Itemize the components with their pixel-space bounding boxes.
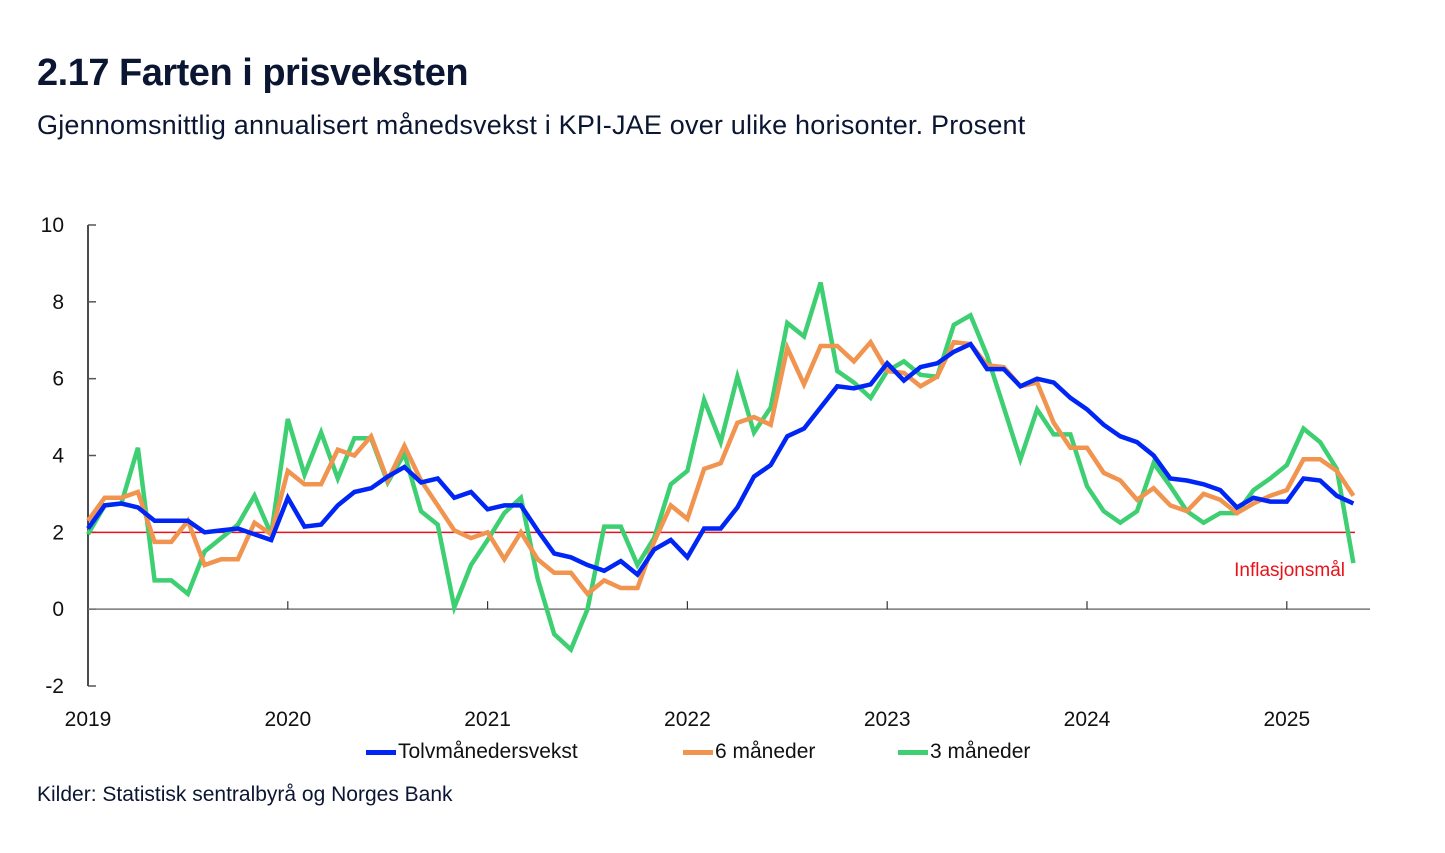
legend-item-3-maneder[interactable]: 3 måneder (898, 740, 1030, 764)
y-tick-label: 6 (52, 368, 64, 391)
inflation-target-label: Inflasjonsmål (1234, 560, 1345, 581)
y-tick-label: -2 (45, 675, 64, 698)
x-tick-label: 2022 (664, 708, 711, 731)
legend-swatch-blue (366, 749, 396, 755)
legend-label: 6 måneder (715, 740, 816, 763)
x-tick-label: 2020 (264, 708, 311, 731)
x-tick-label: 2023 (864, 708, 911, 731)
series-line-6-maneder (86, 338, 1356, 597)
y-tick-label: 8 (52, 291, 64, 314)
series-lines (86, 281, 1356, 654)
y-tick-label: 0 (52, 598, 64, 621)
y-tick-label: 2 (52, 521, 64, 544)
legend-item-tolvmanedersvekst[interactable]: Tolvmånedersvekst (366, 740, 578, 764)
source-note: Kilder: Statistisk sentralbyrå og Norges… (37, 783, 453, 806)
chart-subtitle: Gjennomsnittlig annualisert månedsvekst … (37, 110, 1026, 140)
chart-title: 2.17 Farten i prisveksten (37, 52, 469, 94)
legend: Tolvmånedersvekst 6 måneder 3 måneder (0, 740, 1445, 770)
series-line-tolvmanedersvekst (86, 341, 1355, 578)
x-tick-label: 2021 (464, 708, 511, 731)
inflation-target: Inflasjonsmål (88, 531, 1355, 581)
x-tick-label: 2024 (1064, 708, 1111, 731)
y-tick-label: 4 (52, 445, 64, 468)
x-axis: 2019 2020 2021 2022 2023 2024 2025 (65, 601, 1370, 731)
y-axis: -2 0 2 4 6 8 10 (41, 214, 96, 698)
legend-label: Tolvmånedersvekst (398, 740, 578, 763)
legend-item-6-maneder[interactable]: 6 måneder (683, 740, 815, 764)
legend-swatch-green (898, 749, 928, 755)
x-tick-label: 2019 (65, 708, 112, 731)
legend-label: 3 måneder (930, 740, 1031, 763)
y-tick-label: 10 (41, 214, 64, 237)
legend-swatch-orange (683, 749, 713, 755)
x-tick-label: 2025 (1263, 708, 1310, 731)
